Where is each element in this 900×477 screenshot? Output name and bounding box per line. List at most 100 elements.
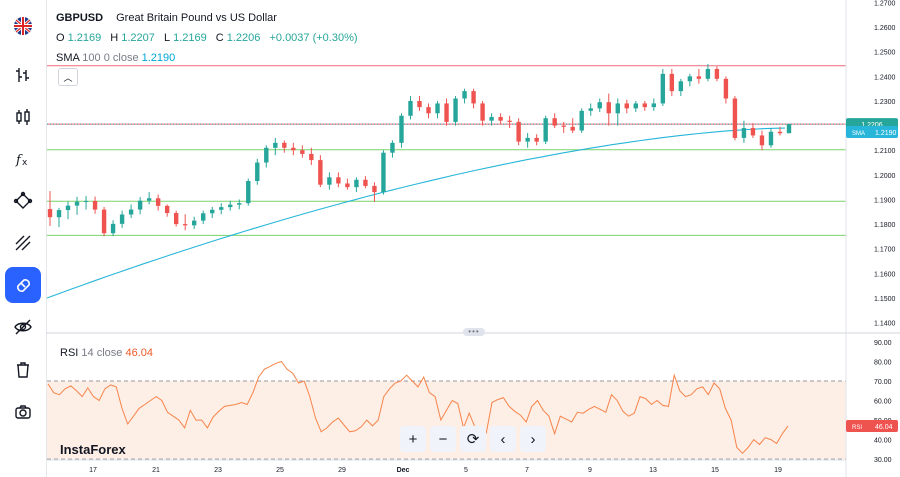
drawing-tools-button[interactable] — [5, 183, 41, 219]
high-label: H — [110, 32, 119, 44]
candle-body — [300, 150, 305, 154]
price-pane — [46, 64, 846, 299]
candle-body — [453, 98, 458, 122]
candle-body — [615, 103, 620, 114]
candle-body — [191, 220, 197, 226]
candle-body — [92, 200, 98, 210]
candle-body — [723, 78, 729, 99]
candle-body — [408, 100, 413, 116]
rsi-badge-name: RSI — [852, 425, 862, 431]
svg-text:f: f — [15, 153, 23, 168]
candle-body — [543, 118, 548, 142]
sma-legend[interactable]: SMA 100 0 close 1.2190 — [56, 48, 358, 68]
zoom-out-button[interactable]: − — [430, 426, 456, 452]
pane-resize-handle[interactable]: ••• — [463, 328, 485, 336]
rsi-badge-value: 46.04 — [875, 424, 893, 431]
candle-body — [110, 223, 116, 234]
price-tick-label: 1.1900 — [874, 197, 896, 204]
candle-body — [173, 213, 179, 225]
candle-body — [678, 81, 684, 92]
price-tick-label: 1.1400 — [874, 321, 896, 328]
candle-body — [119, 214, 125, 224]
line-tools-button[interactable] — [5, 225, 41, 261]
magnet-button[interactable] — [5, 267, 41, 303]
candle-body — [264, 147, 269, 163]
rsi-tick-label: 30.00 — [874, 457, 892, 464]
rsi-params: 14 close — [81, 347, 123, 359]
price-change: +0.0037 (+0.30%) — [269, 32, 358, 44]
candle-body — [255, 162, 260, 182]
candle-body — [525, 137, 530, 142]
time-tick-label: 5 — [464, 467, 468, 474]
candle-body — [219, 207, 224, 210]
time-tick-label: 23 — [214, 467, 222, 474]
price-tick-label: 1.1800 — [874, 222, 896, 229]
candle-body — [309, 153, 314, 161]
rsi-legend[interactable]: RSI 14 close 46.04 — [60, 347, 153, 359]
chevron-left-icon: ‹ — [500, 430, 506, 448]
candle-body — [705, 68, 711, 79]
candle-body — [516, 121, 521, 142]
symbol-name[interactable]: GBPUSD — [56, 12, 104, 24]
candle-body — [56, 210, 62, 218]
collapse-legend-button[interactable]: ︿ — [58, 68, 78, 86]
candle-body — [74, 201, 80, 206]
delete-drawings-button[interactable] — [5, 352, 41, 388]
price-tick-label: 1.1500 — [874, 296, 896, 303]
candle-body — [498, 116, 503, 121]
candle-body — [327, 177, 332, 185]
time-tick-label: 29 — [338, 467, 346, 474]
trash-icon — [17, 362, 29, 378]
candle-body — [588, 108, 593, 111]
screenshot-button[interactable] — [5, 394, 41, 430]
candle-body — [336, 177, 341, 184]
time-tick-label: 7 — [525, 467, 529, 474]
sma-value: 1.2190 — [141, 52, 176, 64]
candles-icon — [16, 109, 30, 125]
price-tick-label: 1.2400 — [874, 74, 896, 81]
candle-body — [399, 115, 404, 143]
scroll-right-button[interactable]: › — [520, 426, 546, 452]
symbol-description: Great Britain Pound vs US Dollar — [116, 12, 277, 24]
candle-body — [435, 103, 440, 114]
price-tick-label: 1.2000 — [874, 173, 896, 180]
reset-view-button[interactable]: ⟳ — [460, 426, 486, 452]
indicators-fx-icon: f x — [15, 153, 28, 168]
candle-body — [462, 91, 467, 99]
candle-body — [507, 120, 512, 122]
candle-body — [318, 160, 323, 185]
zoom-in-button[interactable]: + — [400, 426, 426, 452]
drag-dots-icon: ••• — [468, 327, 480, 336]
sma-badge — [846, 126, 898, 139]
candle-body — [786, 124, 792, 134]
sma-badge-value: 1.2190 — [875, 130, 897, 137]
candle-body — [47, 209, 53, 218]
candles-button[interactable] — [5, 99, 41, 135]
sma-badge-name: SMA — [852, 131, 865, 137]
low-label: L — [163, 32, 171, 44]
time-tick-label: 25 — [276, 467, 284, 474]
candle-body — [182, 224, 188, 226]
indicators-button[interactable]: f x — [5, 141, 41, 177]
candle-body — [372, 185, 377, 193]
candle-body — [237, 203, 242, 205]
open-value: 1.2169 — [67, 32, 102, 44]
candle-body — [534, 137, 539, 142]
magnet-icon — [17, 279, 30, 292]
candle-body — [65, 205, 71, 211]
drawing-tools-icon — [13, 191, 33, 209]
scroll-left-button[interactable]: ‹ — [490, 426, 516, 452]
price-tick-label: 1.2500 — [874, 50, 896, 57]
candle-body — [561, 125, 566, 127]
hide-drawings-button[interactable] — [5, 309, 41, 345]
rsi-line — [47, 360, 789, 455]
candle-body — [381, 152, 386, 193]
bar-chart-type-button[interactable] — [5, 57, 41, 93]
candle-body — [759, 135, 765, 146]
flag-button[interactable] — [5, 8, 41, 44]
time-tick-label: 21 — [152, 467, 160, 474]
candle-body — [444, 103, 449, 122]
candle-body — [480, 103, 485, 121]
candle-body — [696, 76, 702, 79]
